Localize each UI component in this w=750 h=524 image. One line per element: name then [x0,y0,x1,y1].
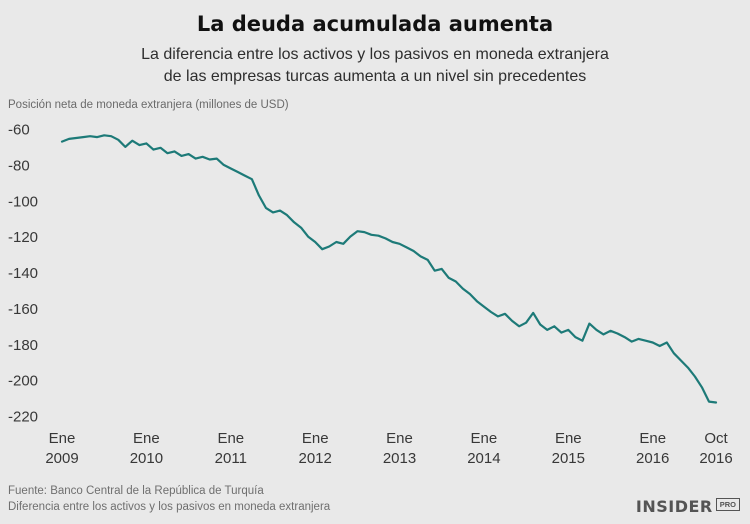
subtitle-line-1: La diferencia entre los activos y los pa… [141,46,609,63]
y-tick-label: -160 [8,301,38,318]
chart-subtitle: La diferencia entre los activos y los pa… [0,44,750,89]
y-tick-label: -200 [8,372,38,389]
y-tick-label: -60 [8,121,30,138]
description-line: Diferencia entre los activos y los pasiv… [8,501,331,514]
source-line: Fuente: Banco Central de la República de… [8,484,264,497]
insider-pro-logo: INSIDER PRO [636,497,740,516]
x-tick-year-label: 2012 [299,450,332,467]
footer: Fuente: Banco Central de la República de… [8,483,740,516]
x-tick-year-label: 2009 [45,450,78,467]
y-tick-label: -100 [8,193,38,210]
source-block: Fuente: Banco Central de la República de… [8,483,330,516]
x-tick-month-label: Ene [639,430,666,447]
x-tick-month-label: Ene [133,430,160,447]
y-tick-label: -220 [8,408,38,425]
x-tick-year-label: 2016 [636,450,669,467]
x-tick-month-label: Oct [704,430,728,447]
x-tick-month-label: Ene [49,430,76,447]
y-tick-label: -180 [8,337,38,354]
logo-pro-badge: PRO [715,498,740,511]
x-tick-year-label: 2010 [130,450,163,467]
line-chart: -60 -80 -100 -120 -140 -160 -180 -200 -220 Ene 200… [8,121,733,467]
logo-text: INSIDER [635,497,713,516]
y-axis-title: Posición neta de moneda extranjera (mill… [8,98,289,111]
x-tick-month-label: Ene [386,430,413,447]
x-tick-year-label: 2016 [699,450,732,467]
debt-line-series [60,133,718,404]
x-tick-year-label: 2013 [383,450,416,467]
x-tick-year-label: 2011 [215,450,247,467]
x-tick-month-label: Ene [471,430,498,447]
x-tick-month-label: Ene [302,430,329,447]
x-tick-month-label: Ene [217,430,244,447]
y-tick-label: -80 [8,157,30,174]
x-tick-year-label: 2014 [467,450,500,467]
x-tick-month-label: Ene [555,430,582,447]
subtitle-line-2: de las empresas turcas aumenta a un nive… [163,68,587,86]
y-tick-label: -140 [8,265,38,282]
chart-title: La deuda acumulada aumenta [196,12,554,36]
x-tick-year-label: 2015 [552,450,585,467]
y-tick-label: -120 [8,229,38,246]
